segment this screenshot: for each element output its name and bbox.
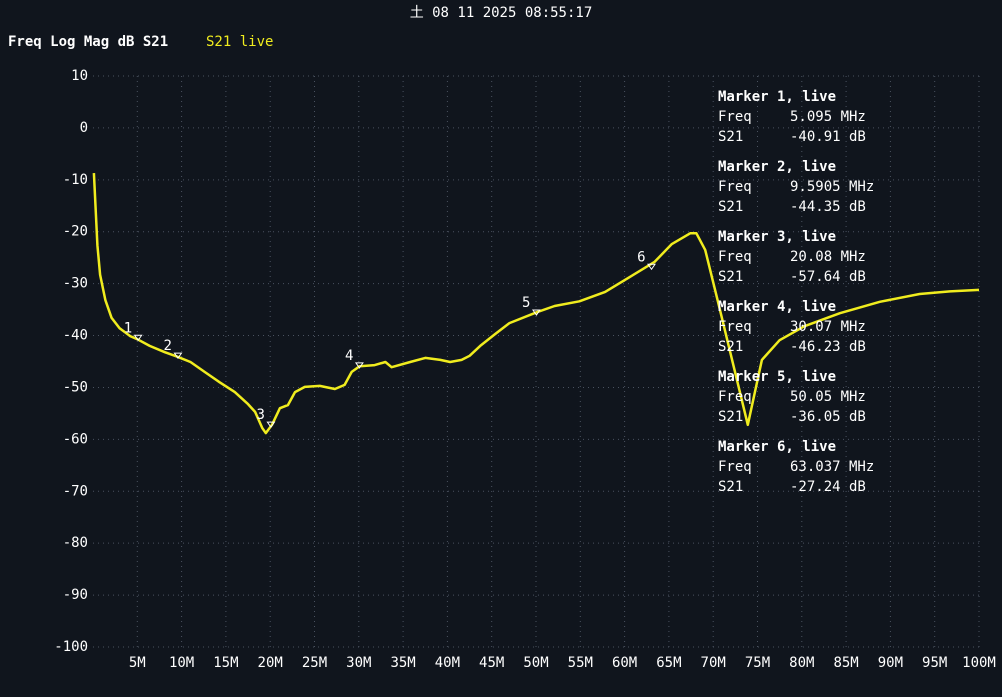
y-tick-label: -60 xyxy=(63,431,88,447)
x-tick-label: 5M xyxy=(129,655,146,671)
marker-number: 5 xyxy=(522,295,530,311)
x-tick-label: 90M xyxy=(878,655,903,671)
marker-triangle xyxy=(266,421,276,428)
x-tick-label: 10M xyxy=(169,655,194,671)
marker-freq: 63.037 MHz xyxy=(790,459,874,475)
x-tick-label: 25M xyxy=(302,655,327,671)
marker-number: 4 xyxy=(345,348,353,364)
marker-freq: 5.095 MHz xyxy=(790,109,866,125)
x-tick-label: 35M xyxy=(390,655,415,671)
marker-freq: 9.5905 MHz xyxy=(790,179,874,195)
marker-freq: 30.07 MHz xyxy=(790,319,866,335)
marker-triangle xyxy=(354,362,364,369)
marker-s21-label: S21 xyxy=(718,269,743,285)
marker-s21-label: S21 xyxy=(718,199,743,215)
y-tick-label: 10 xyxy=(71,68,88,84)
marker-triangle xyxy=(647,263,656,271)
legend-entry: S21 live xyxy=(206,34,273,50)
x-tick-label: 65M xyxy=(656,655,681,671)
x-tick-label: 40M xyxy=(435,655,460,671)
y-tick-label: -30 xyxy=(63,276,88,292)
marker-s21: -57.64 dB xyxy=(790,269,866,285)
marker-title: Marker 6, live xyxy=(718,439,836,455)
x-tick-label: 75M xyxy=(745,655,770,671)
marker-triangle xyxy=(173,352,183,359)
marker-freq: 20.08 MHz xyxy=(790,249,866,265)
y-tick-label: -40 xyxy=(63,328,88,344)
x-tick-label: 80M xyxy=(789,655,814,671)
marker-title: Marker 5, live xyxy=(718,369,836,385)
y-tick-label: -50 xyxy=(63,379,88,395)
marker-title: Marker 2, live xyxy=(718,159,836,175)
marker-freq-label: Freq xyxy=(718,249,752,265)
x-tick-label: 85M xyxy=(833,655,858,671)
marker-s21: -40.91 dB xyxy=(790,129,866,145)
x-tick-label: 20M xyxy=(258,655,283,671)
marker-freq-label: Freq xyxy=(718,459,752,475)
marker-number: 2 xyxy=(164,338,172,354)
marker-title: Marker 1, live xyxy=(718,89,836,105)
marker-s21: -44.35 dB xyxy=(790,199,866,215)
marker-freq-label: Freq xyxy=(718,319,752,335)
marker-s21: -27.24 dB xyxy=(790,479,866,495)
marker-s21-label: S21 xyxy=(718,129,743,145)
x-tick-label: 50M xyxy=(523,655,548,671)
y-tick-label: -20 xyxy=(63,224,88,240)
marker-number: 3 xyxy=(256,407,264,423)
marker-s21-label: S21 xyxy=(718,479,743,495)
marker-s21: -36.05 dB xyxy=(790,409,866,425)
marker-number: 6 xyxy=(637,249,645,265)
y-tick-label: -10 xyxy=(63,172,88,188)
y-tick-label: 0 xyxy=(80,120,88,136)
marker-freq-label: Freq xyxy=(718,389,752,405)
x-tick-label: 30M xyxy=(346,655,371,671)
timestamp: 土 08 11 2025 08:55:17 xyxy=(410,5,593,21)
y-tick-label: -100 xyxy=(54,639,88,655)
x-tick-label: 70M xyxy=(701,655,726,671)
marker-title: Marker 4, live xyxy=(718,299,836,315)
marker-s21-label: S21 xyxy=(718,409,743,425)
y-tick-label: -70 xyxy=(63,483,88,499)
marker-s21: -46.23 dB xyxy=(790,339,866,355)
x-tick-label: 95M xyxy=(922,655,947,671)
x-tick-label: 60M xyxy=(612,655,637,671)
marker-s21-label: S21 xyxy=(718,339,743,355)
y-tick-label: -90 xyxy=(63,587,88,603)
marker-triangle xyxy=(531,309,541,316)
y-tick-label: -80 xyxy=(63,535,88,551)
x-tick-label: 45M xyxy=(479,655,504,671)
marker-freq-label: Freq xyxy=(718,109,752,125)
x-tick-label: 55M xyxy=(568,655,593,671)
marker-freq: 50.05 MHz xyxy=(790,389,866,405)
marker-title: Marker 3, live xyxy=(718,229,836,245)
x-tick-label: 100M xyxy=(962,655,996,671)
chart-title: Freq Log Mag dB S21 xyxy=(8,34,168,50)
x-tick-label: 15M xyxy=(213,655,238,671)
marker-number: 1 xyxy=(124,320,132,336)
marker-freq-label: Freq xyxy=(718,179,752,195)
marker-triangle xyxy=(133,334,143,342)
